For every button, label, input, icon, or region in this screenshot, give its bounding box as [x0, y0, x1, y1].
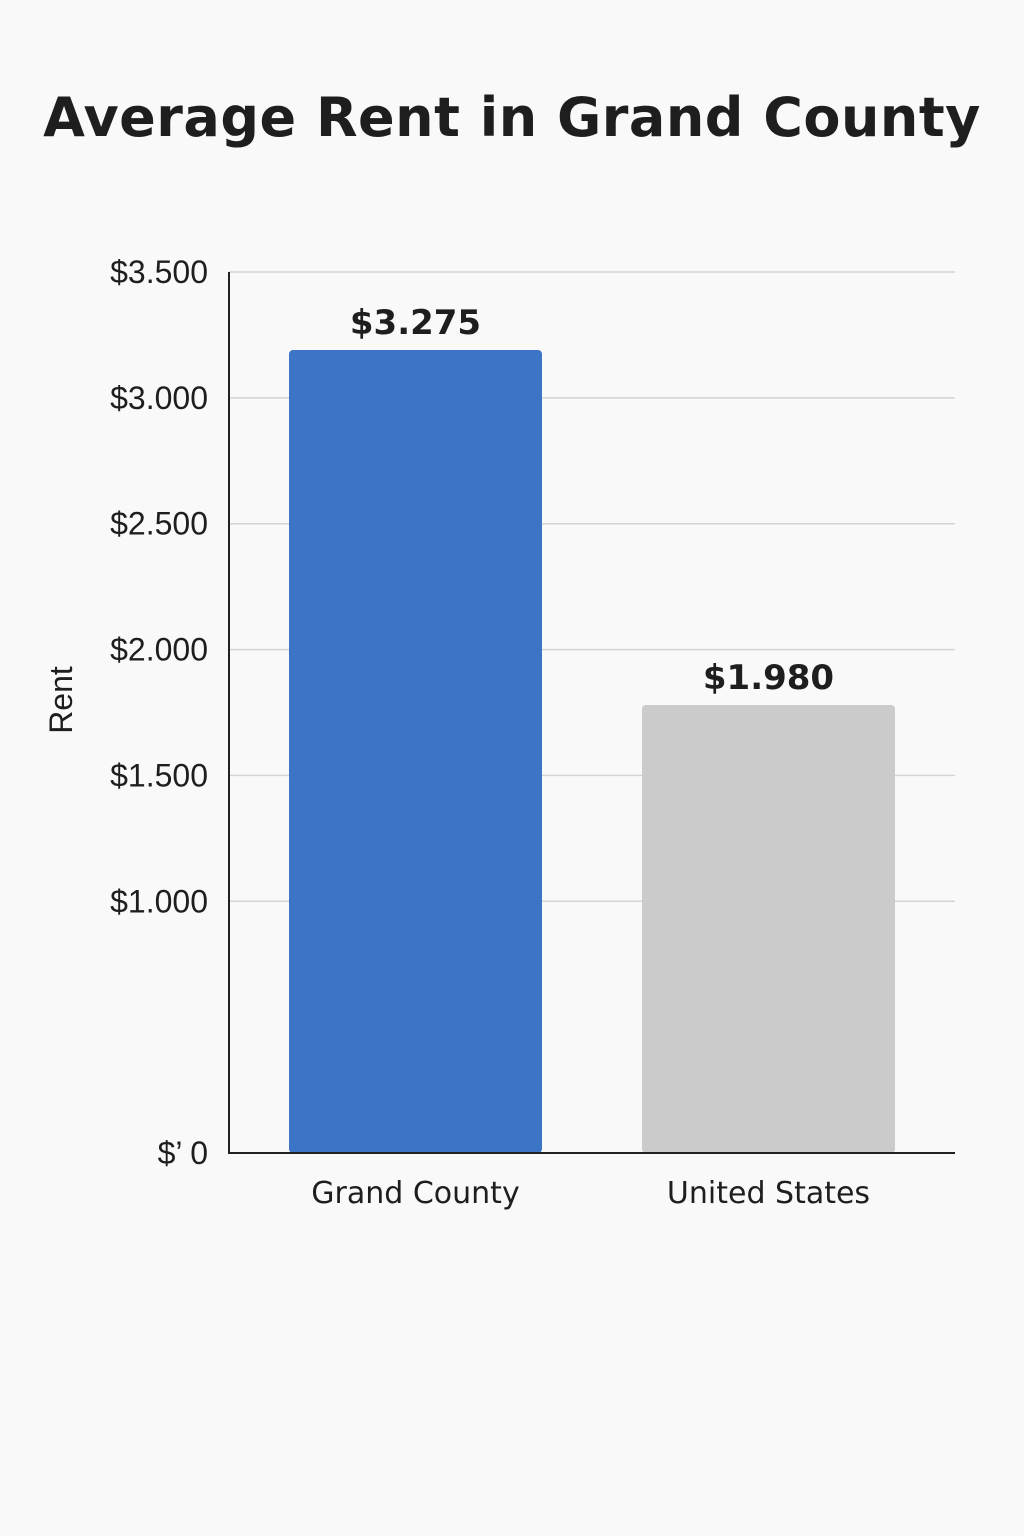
y-tick-label: $2.000	[110, 632, 208, 668]
y-tick-label: $’ 0	[158, 1135, 208, 1171]
y-tick-label: $2.500	[110, 506, 208, 542]
bar	[289, 350, 542, 1153]
y-tick-label: $1.000	[110, 883, 208, 919]
y-tick-label: $3.500	[110, 254, 208, 290]
x-category-label: Grand County	[311, 1176, 519, 1211]
chart-title: Average Rent in Grand County	[43, 86, 981, 149]
bar	[642, 704, 895, 1153]
y-tick-label: $1.500	[110, 757, 208, 793]
y-tick-labels: $’ 0 $1.000 $1.500 $2.000 $2.500 $3.000 $3.500	[110, 254, 208, 1171]
bar-value-label: $3.275	[350, 303, 481, 343]
y-axis-title: Rent	[43, 666, 79, 734]
axes	[228, 272, 955, 1154]
y-tick-label: $3.000	[110, 380, 208, 416]
bar-value-label: $1.980	[703, 658, 834, 698]
bars	[289, 350, 895, 1153]
x-category-label: United States	[667, 1176, 870, 1211]
value-labels: $3.275 $1.980	[350, 303, 834, 698]
category-labels: Grand County United States	[311, 1176, 870, 1211]
